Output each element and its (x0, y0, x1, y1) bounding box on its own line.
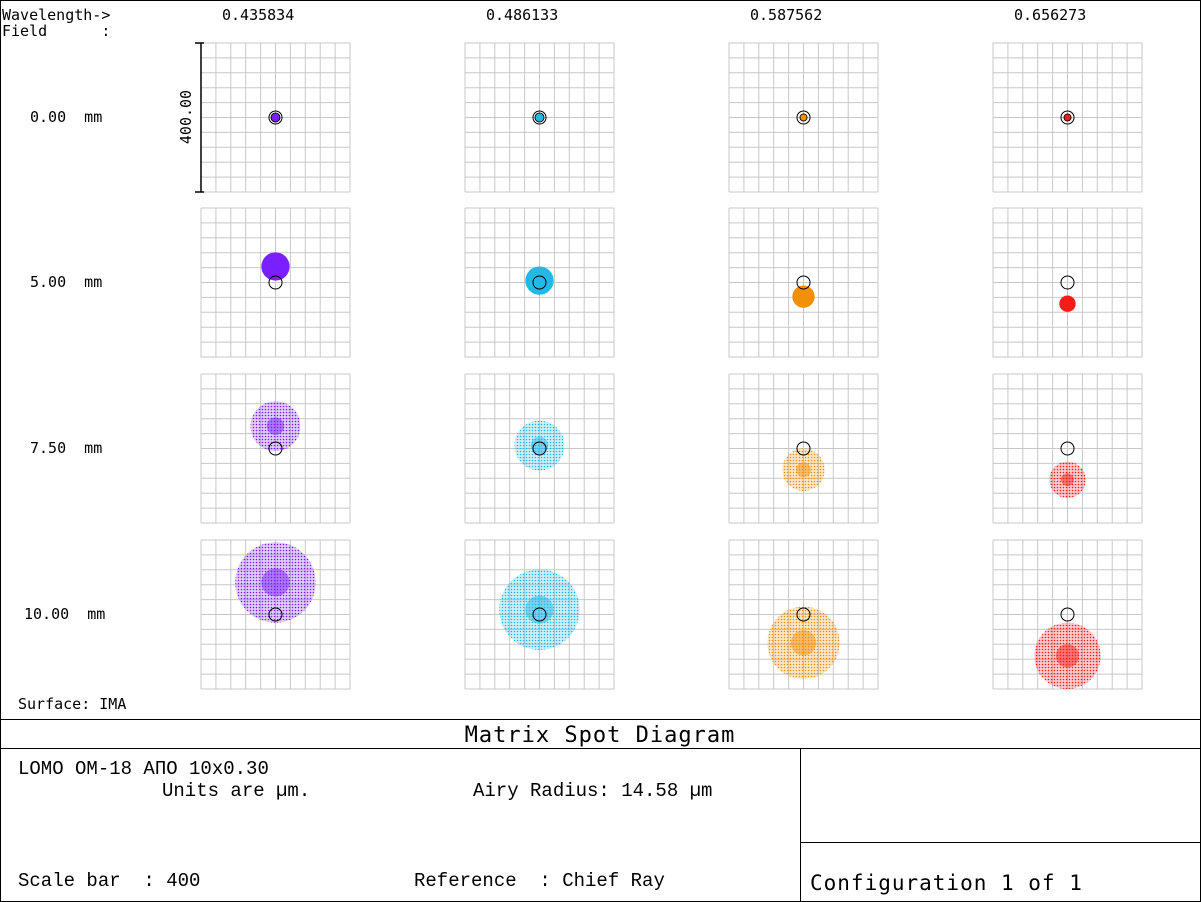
wavelength-header-3: 0.587562 (750, 6, 823, 24)
spot-field4-wl2-core (525, 595, 554, 624)
reference-text: Reference : Chief Ray (414, 870, 665, 892)
airy-circle (532, 110, 547, 125)
spot-field1-wl3-dot (799, 113, 808, 122)
spot-field2-wl1 (261, 252, 290, 281)
airy-radius-text: Airy Radius: 14.58 µm (473, 780, 713, 802)
info-divider (0, 748, 1200, 749)
field-label-row-3: 7.50 mm (30, 439, 103, 457)
config-divider (800, 842, 1200, 843)
airy-circle (268, 441, 283, 456)
spot-field2-wl4 (1059, 295, 1076, 312)
spot-field4-wl4-core (1055, 644, 1080, 668)
wavelength-header-2: 0.486133 (486, 6, 559, 24)
spot-diagram-matrix (195, 42, 1143, 690)
scale-bar-text: Scale bar : 400 (18, 870, 201, 892)
field-label: Field : (2, 22, 111, 40)
wavelength-header-4: 0.656273 (1014, 6, 1087, 24)
configuration-text: Configuration 1 of 1 (810, 871, 1083, 895)
airy-circle (1060, 441, 1075, 456)
airy-circle (796, 110, 811, 125)
airy-circle (532, 607, 547, 622)
spot-field2-wl3 (792, 285, 815, 308)
airy-circle (268, 275, 283, 290)
airy-circle (796, 275, 811, 290)
field-label-row-4: 10.00 mm (24, 605, 106, 623)
spot-field3-wl2-core (530, 436, 549, 455)
airy-circle (1060, 607, 1075, 622)
units-text: Units are µm. (162, 780, 311, 802)
lens-name: LOMO OM-18 АПО 10х0.30 (18, 758, 269, 780)
wavelength-label: Wavelength-> (2, 6, 111, 24)
field-label-row-2: 5.00 mm (30, 273, 103, 291)
wavelength-header-1: 0.435834 (222, 6, 295, 24)
spot-field1-wl1-dot (270, 112, 281, 123)
airy-circle (532, 441, 547, 456)
spot-field1-wl4-dot (1063, 113, 1072, 122)
spot-field3-wl1-core (266, 417, 285, 435)
airy-circle (268, 110, 283, 125)
airy-circle (532, 275, 547, 290)
airy-circle (1060, 275, 1075, 290)
field-label-row-1: 0.00 mm (30, 108, 103, 126)
spot-field4-wl3-core (790, 630, 817, 656)
airy-circle (796, 607, 811, 622)
info-column-divider (800, 748, 801, 901)
airy-circle (268, 607, 283, 622)
spot-field1-wl2-dot (534, 112, 545, 123)
plot-title: Matrix Spot Diagram (464, 723, 736, 748)
spot-field3-wl3-core (796, 462, 811, 478)
title-divider (0, 719, 1200, 720)
airy-circle (796, 441, 811, 456)
surface-label: Surface: IMA (18, 695, 127, 713)
spot-field3-wl4-core (1061, 473, 1074, 487)
spot-field4-wl1-core (261, 568, 290, 597)
airy-circle (1060, 110, 1075, 125)
spot-field2-wl2 (525, 266, 554, 295)
